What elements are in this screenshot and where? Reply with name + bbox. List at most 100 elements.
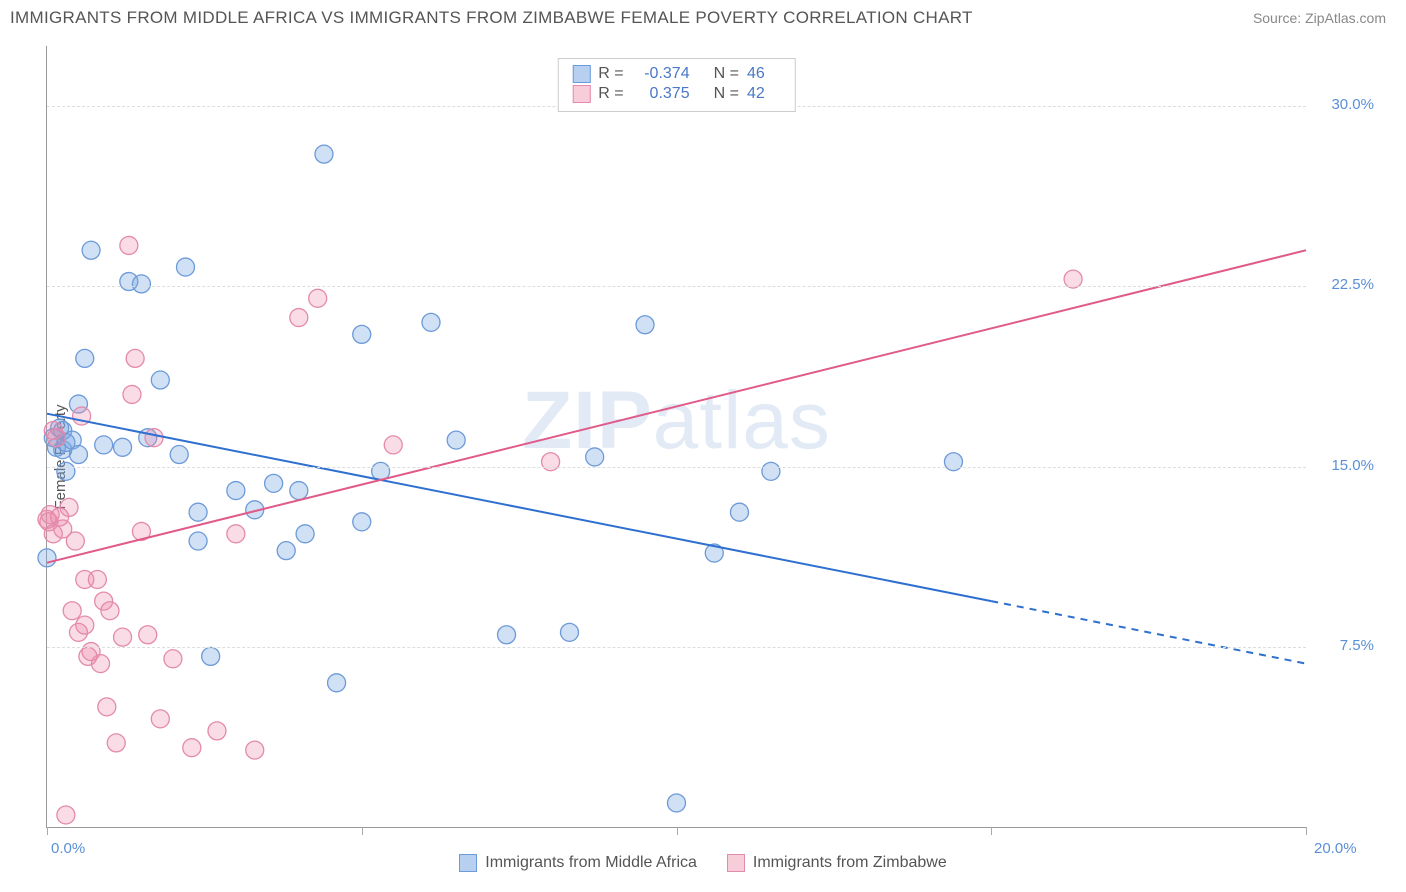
r-label: R = <box>598 85 623 103</box>
legend-item-series-1: Immigrants from Zimbabwe <box>727 854 947 872</box>
xtick <box>677 827 678 835</box>
scatter-point-zimbabwe <box>76 616 94 634</box>
scatter-point-middle_africa <box>586 448 604 466</box>
ytick-label: 30.0% <box>1331 96 1374 113</box>
scatter-point-zimbabwe <box>183 739 201 757</box>
scatter-point-middle_africa <box>296 525 314 543</box>
scatter-point-zimbabwe <box>88 570 106 588</box>
scatter-point-middle_africa <box>290 482 308 500</box>
trendline-middle_africa-extrapolated <box>991 601 1306 663</box>
scatter-point-middle_africa <box>328 674 346 692</box>
trendline-zimbabwe <box>47 250 1306 562</box>
scatter-point-zimbabwe <box>246 741 264 759</box>
scatter-point-zimbabwe <box>542 453 560 471</box>
scatter-point-middle_africa <box>227 482 245 500</box>
xtick <box>47 827 48 835</box>
scatter-point-middle_africa <box>189 503 207 521</box>
scatter-point-zimbabwe <box>101 602 119 620</box>
chart-source: Source: ZipAtlas.com <box>1253 10 1386 26</box>
r-value-1: 0.375 <box>632 85 690 103</box>
scatter-point-zimbabwe <box>139 626 157 644</box>
scatter-point-middle_africa <box>636 316 654 334</box>
n-value-1: 42 <box>747 85 765 103</box>
scatter-point-middle_africa <box>170 446 188 464</box>
scatter-point-middle_africa <box>422 313 440 331</box>
scatter-point-zimbabwe <box>114 628 132 646</box>
xtick <box>362 827 363 835</box>
xtick <box>1306 827 1307 835</box>
scatter-point-middle_africa <box>277 542 295 560</box>
plot-svg <box>47 46 1306 827</box>
scatter-point-middle_africa <box>95 436 113 454</box>
scatter-point-zimbabwe <box>57 806 75 824</box>
scatter-point-middle_africa <box>944 453 962 471</box>
scatter-point-zimbabwe <box>98 698 116 716</box>
swatch-series-0 <box>572 65 590 83</box>
scatter-point-middle_africa <box>265 474 283 492</box>
scatter-point-middle_africa <box>69 446 87 464</box>
legend-row-series-1: R = 0.375 N = 42 <box>572 85 780 103</box>
scatter-point-zimbabwe <box>47 429 65 447</box>
scatter-point-zimbabwe <box>309 289 327 307</box>
scatter-point-middle_africa <box>560 623 578 641</box>
legend-item-series-0: Immigrants from Middle Africa <box>459 854 697 872</box>
scatter-point-middle_africa <box>151 371 169 389</box>
gridline-h <box>47 647 1306 648</box>
scatter-point-zimbabwe <box>145 429 163 447</box>
scatter-point-middle_africa <box>447 431 465 449</box>
legend-row-series-0: R = -0.374 N = 46 <box>572 65 780 83</box>
scatter-point-zimbabwe <box>290 309 308 327</box>
correlation-legend: R = -0.374 N = 46 R = 0.375 N = 42 <box>557 58 795 112</box>
scatter-point-zimbabwe <box>60 498 78 516</box>
scatter-point-zimbabwe <box>63 602 81 620</box>
scatter-point-middle_africa <box>315 145 333 163</box>
ytick-label: 22.5% <box>1331 276 1374 293</box>
scatter-point-zimbabwe <box>120 236 138 254</box>
gridline-h <box>47 467 1306 468</box>
trendline-middle_africa <box>47 414 991 601</box>
scatter-point-zimbabwe <box>227 525 245 543</box>
swatch-series-0-bottom <box>459 854 477 872</box>
series-0-name: Immigrants from Middle Africa <box>485 854 697 872</box>
scatter-point-middle_africa <box>76 349 94 367</box>
scatter-point-middle_africa <box>353 325 371 343</box>
r-label: R = <box>598 65 623 83</box>
ytick-label: 7.5% <box>1340 637 1374 654</box>
swatch-series-1-bottom <box>727 854 745 872</box>
scatter-point-zimbabwe <box>123 385 141 403</box>
scatter-point-middle_africa <box>38 549 56 567</box>
chart-wrapper: Female Poverty ZIPatlas R = -0.374 N = 4… <box>0 36 1406 878</box>
scatter-point-middle_africa <box>353 513 371 531</box>
scatter-point-zimbabwe <box>164 650 182 668</box>
scatter-point-zimbabwe <box>66 532 84 550</box>
scatter-point-middle_africa <box>668 794 686 812</box>
r-value-0: -0.374 <box>632 65 690 83</box>
scatter-point-middle_africa <box>202 647 220 665</box>
scatter-point-zimbabwe <box>92 655 110 673</box>
scatter-point-middle_africa <box>114 438 132 456</box>
series-legend: Immigrants from Middle Africa Immigrants… <box>0 854 1406 872</box>
series-1-name: Immigrants from Zimbabwe <box>753 854 947 872</box>
scatter-point-middle_africa <box>82 241 100 259</box>
n-label: N = <box>714 65 739 83</box>
chart-title: IMMIGRANTS FROM MIDDLE AFRICA VS IMMIGRA… <box>10 8 973 28</box>
scatter-point-middle_africa <box>762 462 780 480</box>
scatter-point-zimbabwe <box>151 710 169 728</box>
scatter-point-middle_africa <box>176 258 194 276</box>
scatter-point-zimbabwe <box>384 436 402 454</box>
plot-area: ZIPatlas R = -0.374 N = 46 R = 0.375 N =… <box>46 46 1306 828</box>
xtick <box>991 827 992 835</box>
scatter-point-middle_africa <box>498 626 516 644</box>
scatter-point-middle_africa <box>189 532 207 550</box>
scatter-point-zimbabwe <box>208 722 226 740</box>
scatter-point-middle_africa <box>132 275 150 293</box>
scatter-point-zimbabwe <box>107 734 125 752</box>
swatch-series-1 <box>572 85 590 103</box>
scatter-point-middle_africa <box>730 503 748 521</box>
scatter-point-middle_africa <box>57 462 75 480</box>
scatter-point-zimbabwe <box>126 349 144 367</box>
gridline-h <box>47 286 1306 287</box>
n-value-0: 46 <box>747 65 765 83</box>
n-label: N = <box>714 85 739 103</box>
ytick-label: 15.0% <box>1331 457 1374 474</box>
